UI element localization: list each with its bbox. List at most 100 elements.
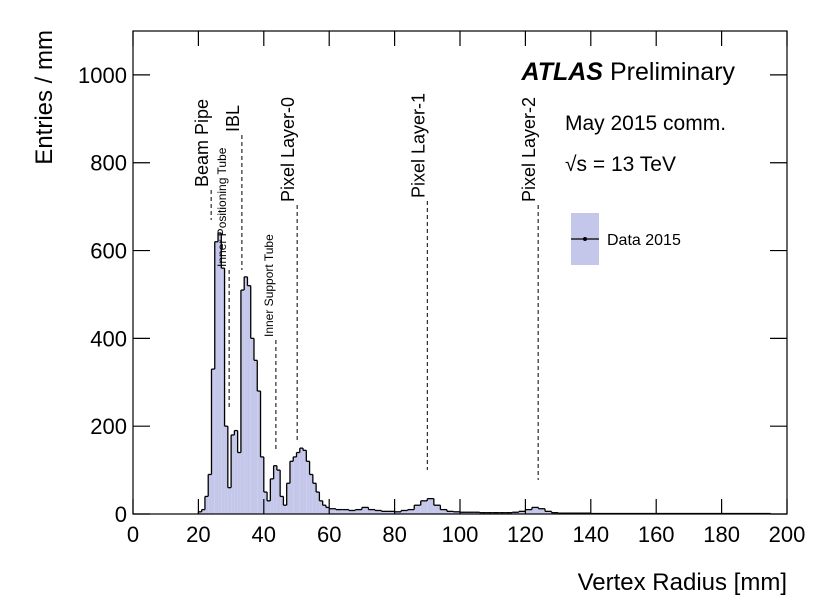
annotation-label: Pixel Layer-2 bbox=[519, 97, 539, 202]
histogram-bar bbox=[466, 512, 474, 514]
histogram-bar bbox=[286, 483, 290, 514]
histogram-bar bbox=[276, 470, 281, 514]
y-tick-label: 800 bbox=[90, 151, 127, 176]
x-tick-label: 80 bbox=[382, 522, 406, 547]
histogram-bar bbox=[214, 241, 219, 514]
histogram-bar bbox=[247, 285, 251, 514]
histogram-bar bbox=[368, 509, 375, 514]
histogram-bar bbox=[407, 509, 415, 514]
histogram-bar bbox=[381, 511, 389, 514]
x-tick-label: 40 bbox=[252, 522, 276, 547]
histogram-bar bbox=[361, 507, 369, 514]
histogram-bar bbox=[473, 512, 480, 514]
x-tick-label: 100 bbox=[442, 522, 479, 547]
histogram-bar bbox=[394, 511, 402, 514]
x-tick-label: 20 bbox=[186, 522, 210, 547]
histogram-bar bbox=[231, 434, 235, 514]
histogram-bar bbox=[306, 461, 310, 514]
x-tick-label: 0 bbox=[127, 522, 139, 547]
histogram-bar bbox=[283, 505, 287, 514]
info-text: May 2015 comm. bbox=[565, 112, 726, 135]
histogram-bar bbox=[512, 512, 519, 514]
y-tick-label: 1000 bbox=[78, 63, 127, 88]
histogram-bar bbox=[335, 509, 343, 514]
histogram-bar bbox=[250, 338, 254, 514]
histogram-bar bbox=[211, 369, 215, 514]
y-tick-label: 400 bbox=[90, 326, 127, 351]
histogram-bar bbox=[289, 461, 294, 514]
histogram-bar bbox=[342, 509, 349, 514]
y-tick-label: 600 bbox=[90, 239, 127, 264]
histogram-bar bbox=[551, 512, 559, 514]
x-tick-label: 60 bbox=[317, 522, 341, 547]
annotation-label: Beam Pipe bbox=[192, 99, 212, 187]
histogram-bar bbox=[420, 500, 428, 514]
histogram-bar bbox=[325, 507, 330, 514]
histogram-bar bbox=[355, 509, 362, 514]
x-tick-label: 120 bbox=[507, 522, 544, 547]
histogram-bar bbox=[263, 492, 268, 514]
histogram-bar bbox=[198, 511, 202, 514]
histogram-bar bbox=[280, 496, 284, 514]
histogram-bar bbox=[322, 505, 326, 514]
histogram-bar bbox=[240, 290, 245, 514]
info-text: √s = 13 TeV bbox=[565, 153, 676, 176]
x-tick-label: 180 bbox=[703, 522, 740, 547]
histogram-bar bbox=[460, 512, 467, 514]
histogram-bar bbox=[329, 508, 336, 514]
histogram-bar bbox=[267, 500, 271, 514]
annotation-label: IBL bbox=[223, 105, 243, 132]
histogram-bar bbox=[388, 511, 395, 514]
histogram-bar bbox=[505, 512, 513, 514]
histogram-bar bbox=[316, 492, 320, 514]
histogram-bar bbox=[312, 483, 317, 514]
histogram-bar bbox=[303, 450, 307, 514]
y-tick-label: 0 bbox=[115, 502, 127, 527]
histogram-bar bbox=[479, 512, 487, 514]
x-axis-title: Vertex Radius [mm] bbox=[578, 569, 787, 596]
histogram-bar bbox=[531, 507, 539, 514]
annotation-label: Inner Positioning Tube bbox=[215, 147, 229, 267]
histogram-bar bbox=[319, 500, 323, 514]
legend-label: Data 2015 bbox=[607, 232, 681, 249]
histogram-bar bbox=[260, 456, 264, 514]
histogram-bar bbox=[218, 232, 222, 514]
histogram-bar bbox=[309, 474, 313, 514]
histogram-bar bbox=[545, 511, 552, 514]
histogram-bar bbox=[204, 496, 209, 514]
histogram-bar bbox=[237, 452, 241, 514]
histogram-bar bbox=[486, 512, 493, 514]
histogram-bar bbox=[257, 391, 261, 514]
experiment-label: ATLAS bbox=[521, 58, 604, 86]
histogram-bar bbox=[296, 452, 300, 514]
x-tick-label: 200 bbox=[769, 522, 806, 547]
histogram-bar bbox=[401, 510, 408, 514]
histogram-bar bbox=[273, 465, 277, 514]
histogram-bar bbox=[270, 478, 274, 514]
histogram-bar bbox=[492, 512, 500, 514]
histogram-bar bbox=[348, 510, 356, 514]
histogram-bar bbox=[234, 430, 238, 514]
histogram-bar bbox=[518, 511, 526, 514]
histogram-bar bbox=[244, 276, 248, 514]
histogram-bar bbox=[208, 474, 212, 514]
x-tick-label: 140 bbox=[572, 522, 609, 547]
histogram-bar bbox=[227, 487, 232, 514]
histogram-bar bbox=[253, 360, 258, 514]
histogram-bar bbox=[433, 505, 441, 514]
y-axis-title: Entries / mm bbox=[31, 30, 58, 165]
histogram-bar bbox=[299, 448, 304, 514]
y-tick-label: 200 bbox=[90, 414, 127, 439]
histogram-bar bbox=[440, 509, 447, 514]
x-tick-label: 160 bbox=[638, 522, 675, 547]
annotation-label: Inner Support Tube bbox=[262, 234, 276, 337]
status-label: Preliminary bbox=[610, 58, 736, 86]
histogram-bar bbox=[446, 511, 454, 514]
legend-marker bbox=[583, 237, 587, 241]
histogram-bar bbox=[224, 426, 228, 514]
histogram-bar bbox=[453, 511, 460, 514]
histogram-bar bbox=[427, 498, 434, 514]
histogram-bar bbox=[201, 509, 205, 514]
